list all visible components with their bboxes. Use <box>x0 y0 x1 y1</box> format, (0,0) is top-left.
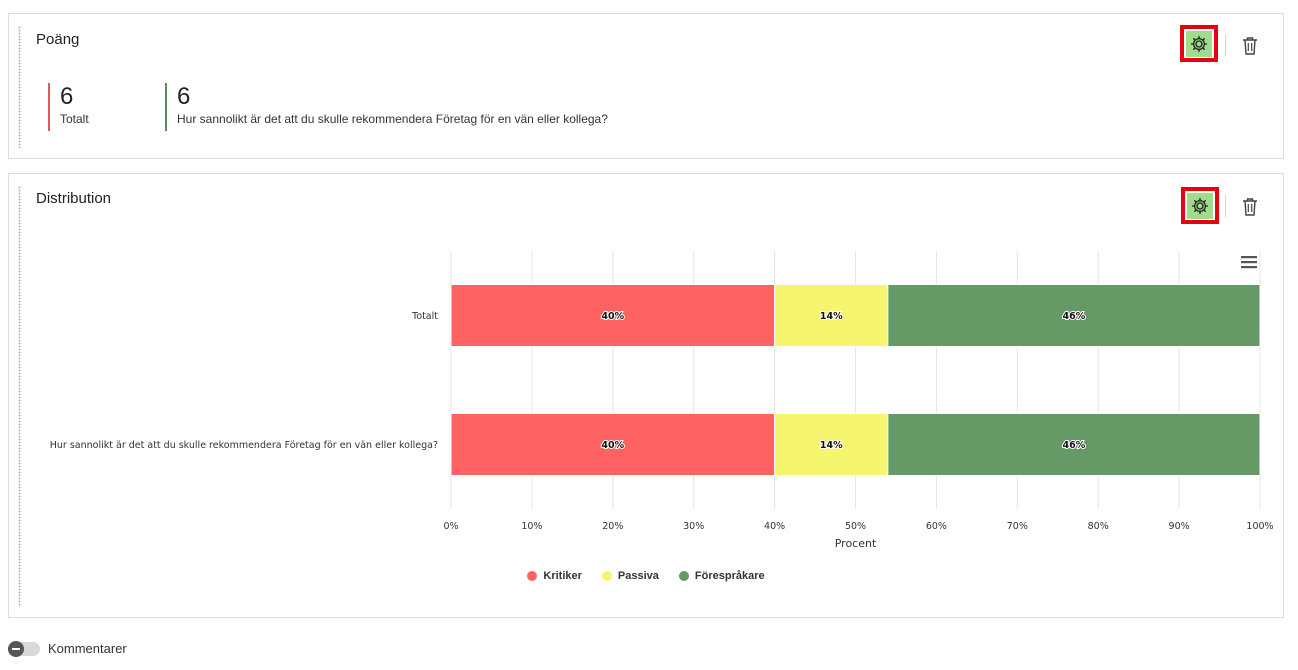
card-title: Distribution <box>36 190 112 207</box>
data-label: 14% <box>820 440 843 451</box>
x-tick-label: 70% <box>1007 521 1028 532</box>
stat-question: 6 Hur sannolikt är det att du skulle rek… <box>165 83 608 131</box>
bar-segment <box>450 284 776 347</box>
delete-button[interactable] <box>1239 33 1261 57</box>
legend-item[interactable]: Passiva <box>601 570 659 582</box>
hamburger-menu-icon <box>1241 256 1257 269</box>
legend-marker <box>678 571 689 581</box>
drag-handle[interactable] <box>18 26 21 148</box>
score-card: Poäng 6 Totalt 6 Hur sannolikt är det at… <box>8 13 1284 159</box>
x-tick-label: 80% <box>1088 521 1109 532</box>
x-tick-label: 0% <box>443 521 458 532</box>
stat-value: 6 <box>177 83 191 110</box>
legend-marker <box>527 571 538 581</box>
chart-menu-button[interactable] <box>1241 255 1259 271</box>
data-label: 46% <box>1063 311 1086 322</box>
legend-label: Kritiker <box>543 570 582 582</box>
bar-segment <box>450 413 776 476</box>
legend-label: Förespråkare <box>694 570 765 582</box>
data-label: 40% <box>601 311 624 322</box>
gear-icon <box>1191 197 1209 214</box>
stat-value: 6 <box>60 83 74 110</box>
bar-segment <box>887 284 1261 347</box>
toolbar-divider <box>1225 34 1226 56</box>
legend-item[interactable]: Förespråkare <box>678 570 765 582</box>
toolbar-divider <box>1225 195 1226 217</box>
x-tick-label: 30% <box>683 521 704 532</box>
bar-segment <box>774 413 889 476</box>
legend-label: Passiva <box>617 570 659 582</box>
chart-legend: Kritiker Passiva Förespråkare <box>9 570 1283 582</box>
trash-icon <box>1243 36 1257 55</box>
x-tick-label: 40% <box>764 521 785 532</box>
x-tick-label: 50% <box>845 521 866 532</box>
settings-button[interactable] <box>1181 187 1219 224</box>
comments-toggle[interactable] <box>8 640 40 657</box>
bar-segment <box>887 413 1261 476</box>
settings-button[interactable] <box>1180 25 1218 62</box>
comments-row: Kommentarer <box>8 640 127 657</box>
distribution-card: Distribution 0% 10% 20% 30% 40% 50% 60% 70% 80% 9… <box>8 173 1284 618</box>
x-tick-label: 20% <box>602 521 623 532</box>
category-label: Hur sannolikt är det att du skulle rekom… <box>50 440 438 451</box>
drag-handle[interactable] <box>18 186 21 607</box>
stat-total: 6 Totalt <box>48 83 89 131</box>
data-label: 40% <box>601 440 624 451</box>
data-label: 46% <box>1063 440 1086 451</box>
card-title: Poäng <box>36 31 80 48</box>
delete-button[interactable] <box>1239 194 1261 218</box>
trash-icon <box>1243 197 1257 216</box>
x-axis-title: Procent <box>835 537 877 550</box>
category-label: Totalt <box>411 311 438 322</box>
gear-icon <box>1190 35 1208 52</box>
comments-label: Kommentarer <box>48 641 127 656</box>
x-tick-label: 60% <box>926 521 947 532</box>
legend-item[interactable]: Kritiker <box>527 570 582 582</box>
data-label: 14% <box>820 311 843 322</box>
x-tick-label: 90% <box>1169 521 1190 532</box>
legend-marker <box>601 571 612 581</box>
x-tick-label: 100% <box>1246 521 1273 532</box>
bar-segment <box>774 284 889 347</box>
toggle-knob <box>8 640 24 657</box>
stat-label: Hur sannolikt är det att du skulle rekom… <box>177 112 608 126</box>
stat-label: Totalt <box>60 112 89 126</box>
x-tick-label: 10% <box>521 521 542 532</box>
distribution-chart: 0% 10% 20% 30% 40% 50% 60% 70% 80% 90% 100% Procent… <box>50 251 1274 550</box>
